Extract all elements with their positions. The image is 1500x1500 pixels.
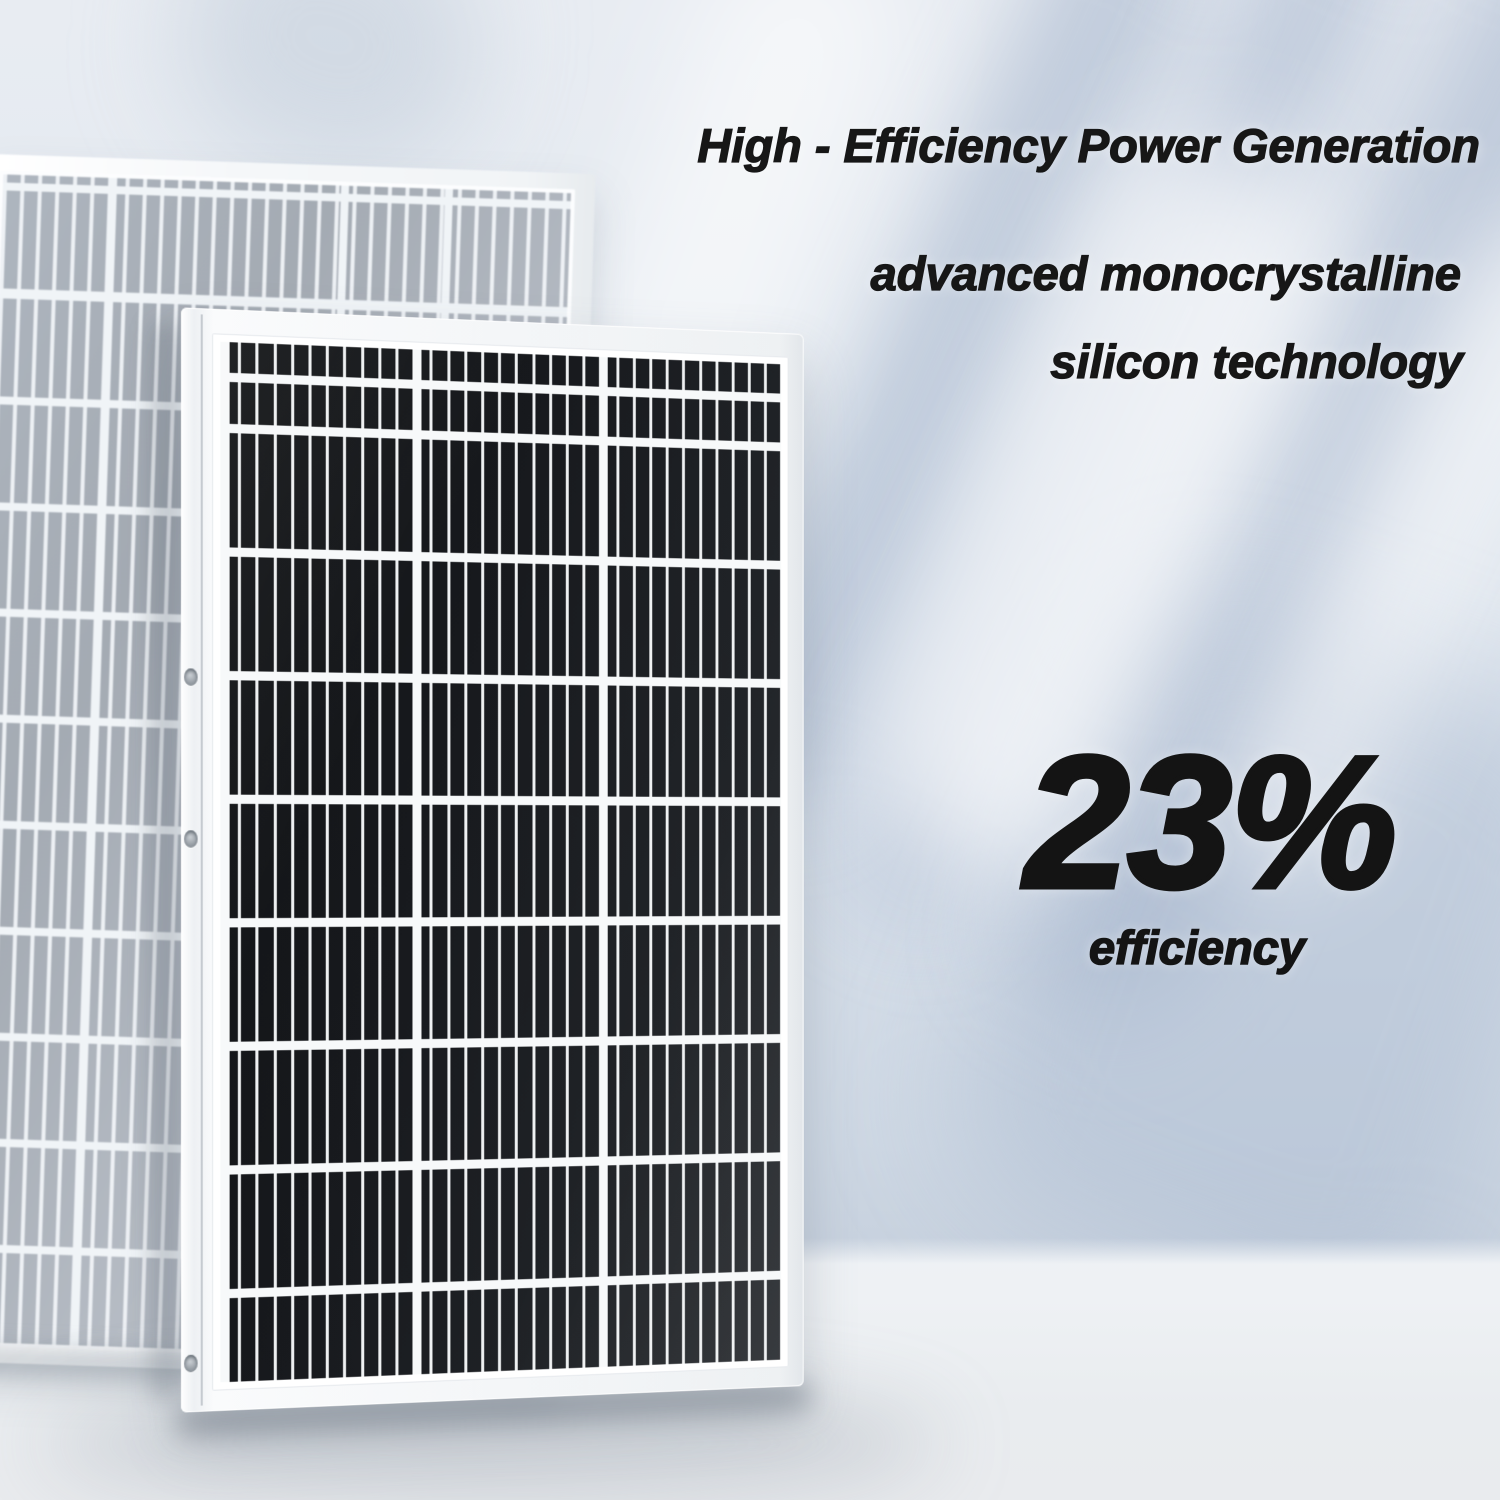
solar-panel-foreground [181, 307, 804, 1412]
headline-line-1: High - Efficiency Power Generation [697, 120, 1480, 172]
mounting-hole [184, 830, 197, 847]
frame-rail-groove [201, 314, 203, 1405]
mounting-hole [184, 668, 197, 686]
panel-cast-shadow [150, 324, 178, 1399]
glass-reflection [220, 342, 781, 1383]
headline-line-2: advanced monocrystalline [871, 248, 1461, 300]
efficiency-stat-value: 23% [1010, 728, 1410, 916]
headline-line-3: silicon technology [1050, 336, 1463, 388]
product-banner: High - Efficiency Power Generation advan… [0, 0, 1500, 1500]
front-panel-glass [212, 333, 788, 1391]
efficiency-stat-label: efficiency [1010, 922, 1384, 974]
mounting-hole [184, 1355, 197, 1373]
front-panel-cell-grid [220, 342, 781, 1383]
